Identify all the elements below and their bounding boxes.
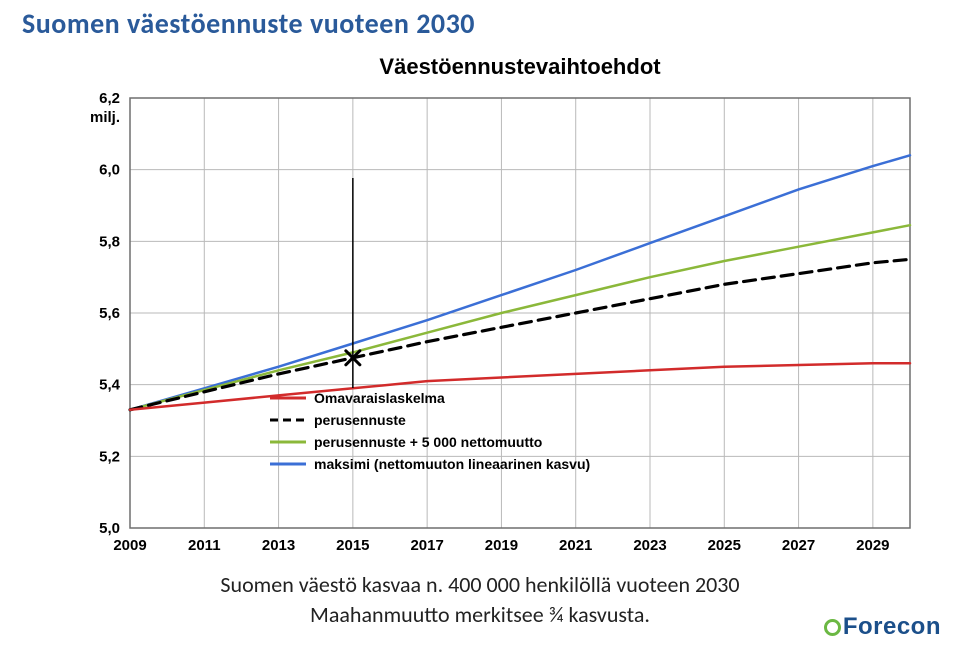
logo: Forecon [824,613,941,641]
summary: Suomen väestö kasvaa n. 400 000 henkilöl… [100,570,860,629]
page: Suomen väestöennuste vuoteen 2030 Tilann… [0,0,959,653]
svg-text:2027: 2027 [782,537,815,554]
chart-container: 5,0 5,2 5,4 5,6 5,8 6,0 6,2 milj. 2009 2011 2013 20… [60,48,930,568]
svg-text:milj.: milj. [90,109,120,126]
svg-text:6,0: 6,0 [99,162,120,179]
svg-text:2029: 2029 [856,537,889,554]
svg-text:Väestöennustevaihtoehdot: Väestöennustevaihtoehdot [379,54,661,79]
svg-text:perusennuste: perusennuste [314,412,406,428]
svg-text:2011: 2011 [188,537,221,554]
svg-text:2019: 2019 [485,537,518,554]
svg-text:2013: 2013 [262,537,295,554]
svg-text:5,8: 5,8 [99,233,120,250]
summary-line1: Suomen väestö kasvaa n. 400 000 henkilöl… [100,570,860,600]
svg-text:5,6: 5,6 [99,305,120,322]
svg-text:5,0: 5,0 [99,520,120,537]
svg-text:2009: 2009 [113,537,146,554]
svg-text:2021: 2021 [559,537,592,554]
summary-line2: Maahanmuutto merkitsee ¾ kasvusta. [100,600,860,630]
page-title: Suomen väestöennuste vuoteen 2030 [22,6,475,41]
svg-text:5,2: 5,2 [99,448,120,465]
svg-text:2023: 2023 [633,537,666,554]
svg-text:Omavaraislaskelma: Omavaraislaskelma [314,390,445,406]
svg-text:2015: 2015 [336,537,369,554]
logo-text: Forecon [843,613,941,640]
svg-text:2017: 2017 [410,537,443,554]
svg-text:2025: 2025 [708,537,741,554]
svg-text:maksimi (nettomuuton lineaarin: maksimi (nettomuuton lineaarinen kasvu) [314,456,590,472]
logo-icon [824,619,841,636]
svg-text:perusennuste + 5 000 nettomuut: perusennuste + 5 000 nettomuutto [314,434,542,450]
svg-text:5,4: 5,4 [99,377,121,394]
svg-text:6,2: 6,2 [99,90,120,107]
chart-svg: 5,0 5,2 5,4 5,6 5,8 6,0 6,2 milj. 2009 2011 2013 20… [60,48,930,568]
